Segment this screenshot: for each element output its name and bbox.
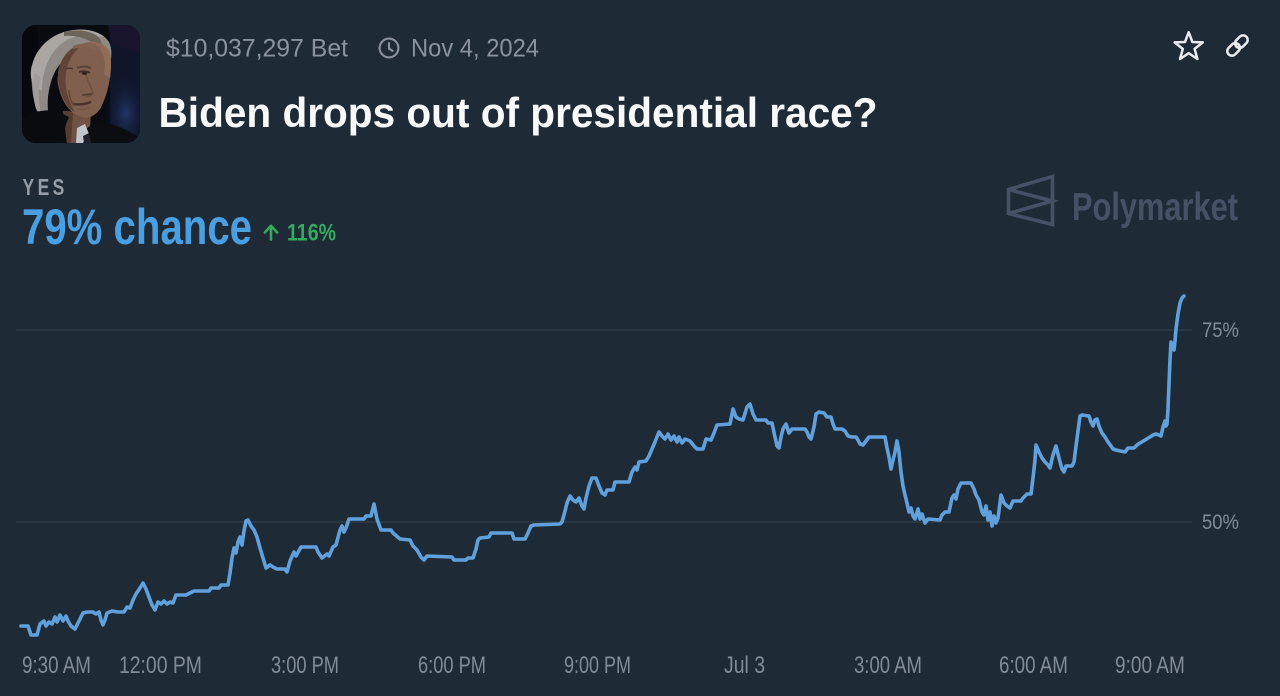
svg-text:50%: 50% — [1202, 511, 1239, 535]
svg-text:Nov 4, 2024: Nov 4, 2024 — [411, 34, 539, 62]
svg-text:116%: 116% — [287, 220, 336, 247]
svg-text:9:00 AM: 9:00 AM — [1115, 651, 1185, 679]
svg-text:9:00 PM: 9:00 PM — [564, 653, 631, 679]
svg-text:9:30 AM: 9:30 AM — [22, 651, 91, 679]
svg-text:YES: YES — [23, 176, 68, 201]
svg-text:3:00 AM: 3:00 AM — [854, 652, 922, 679]
svg-text:79% chance: 79% chance — [22, 199, 252, 255]
svg-text:6:00 AM: 6:00 AM — [999, 651, 1068, 679]
svg-text:6:00 PM: 6:00 PM — [418, 652, 486, 679]
svg-text:Biden drops out of presidentia: Biden drops out of presidential race? — [159, 89, 878, 136]
svg-text:75%: 75% — [1202, 319, 1239, 343]
svg-text:Jul 3: Jul 3 — [724, 651, 765, 678]
svg-text:12:00 PM: 12:00 PM — [119, 651, 202, 679]
svg-text:Polymarket: Polymarket — [1072, 186, 1238, 229]
svg-text:3:00 PM: 3:00 PM — [271, 652, 339, 679]
svg-text:$10,037,297 Bet: $10,037,297 Bet — [166, 34, 348, 62]
